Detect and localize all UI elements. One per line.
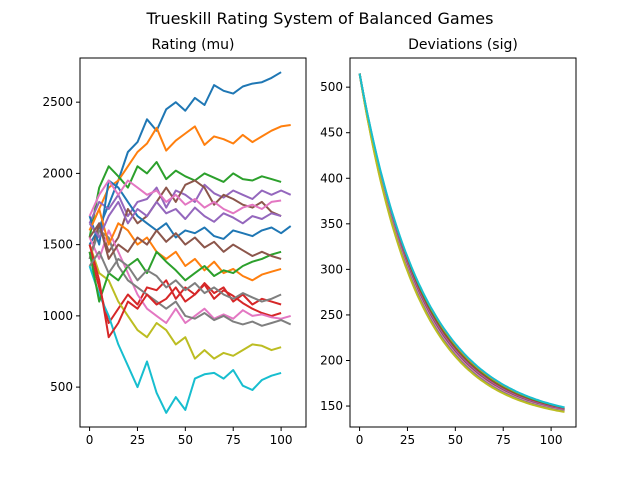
rating-x-tick-label: 25 [130, 433, 145, 447]
deviation-y-tick-label: 400 [320, 171, 343, 185]
rating-series-line [88, 244, 282, 360]
deviation-chart: Deviations (sig) 0 25 50 75 100 150 200 250 300 35… [320, 37, 577, 447]
rating-y-tick-label: 2500 [42, 95, 73, 109]
rating-series-line [88, 222, 282, 260]
deviation-x-tick-label: 100 [540, 433, 563, 447]
rating-series-line [88, 179, 282, 217]
rating-series-line [88, 250, 282, 303]
rating-x-tick-label: 0 [86, 433, 94, 447]
deviation-x-tick-label: 75 [496, 433, 511, 447]
rating-y-tick-label: 500 [50, 380, 73, 394]
deviation-y-tick-label: 200 [320, 353, 343, 367]
deviation-y-tick-label: 350 [320, 217, 343, 231]
rating-x-tick-label: 100 [270, 433, 293, 447]
figure-title: Trueskill Rating System of Balanced Game… [146, 9, 494, 28]
rating-series-line [88, 250, 282, 303]
deviation-x-tick-label: 50 [448, 433, 463, 447]
rating-series-line [88, 265, 282, 414]
rating-x-tick-label: 75 [226, 433, 241, 447]
deviation-y-tick-label: 500 [320, 80, 343, 94]
rating-series-line [88, 71, 282, 246]
rating-y-tick-label: 1500 [42, 238, 73, 252]
deviation-x-tick-label: 25 [400, 433, 415, 447]
deviation-series-line [358, 73, 565, 409]
rating-series-line [88, 208, 282, 282]
deviation-axes-frame [349, 57, 577, 428]
deviation-series-line [358, 73, 565, 412]
deviation-series-line [358, 73, 565, 413]
rating-axes-frame [79, 57, 307, 428]
deviation-x-tick-label: 0 [356, 433, 364, 447]
rating-series-line [88, 183, 292, 224]
deviation-y-tick-label: 150 [320, 399, 343, 413]
rating-series-line [88, 200, 282, 239]
rating-series-line [88, 251, 282, 324]
deviation-y-tick-label: 300 [320, 262, 343, 276]
rating-series-group [88, 71, 292, 414]
rating-series-line [88, 161, 282, 238]
rating-x-tick-label: 50 [178, 433, 193, 447]
rating-series-line [88, 244, 282, 339]
deviation-y-tick-label: 450 [320, 126, 343, 140]
rating-y-tick-label: 2000 [42, 166, 73, 180]
rating-title: Rating (mu) [151, 37, 234, 53]
deviation-title: Deviations (sig) [408, 37, 518, 53]
rating-series-line [88, 124, 291, 231]
rating-series-line [88, 179, 292, 246]
deviation-y-tick-label: 250 [320, 308, 343, 322]
rating-chart: Rating (mu) 0 25 50 75 100 500 1000 1500 2000 2500 [42, 37, 307, 447]
rating-y-tick-label: 1000 [42, 309, 73, 323]
deviation-series-group [358, 73, 565, 413]
